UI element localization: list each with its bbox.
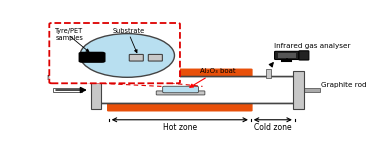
FancyBboxPatch shape (156, 91, 205, 95)
Bar (266, 69, 271, 78)
FancyBboxPatch shape (129, 54, 143, 61)
Bar (53, 89, 82, 92)
FancyBboxPatch shape (79, 52, 105, 63)
Text: N₂ gas inlet: N₂ gas inlet (47, 75, 89, 81)
Bar (293, 71, 304, 109)
FancyBboxPatch shape (274, 51, 299, 59)
Bar (304, 88, 320, 92)
FancyBboxPatch shape (107, 69, 253, 79)
Text: Cold zone: Cold zone (254, 123, 292, 132)
FancyBboxPatch shape (148, 54, 163, 61)
FancyBboxPatch shape (163, 86, 198, 93)
Text: Graphite rod: Graphite rod (321, 82, 367, 88)
Bar (91, 71, 101, 109)
FancyBboxPatch shape (299, 51, 309, 60)
Text: Al₂O₃ boat: Al₂O₃ boat (190, 68, 235, 87)
Text: Infrared gas analyser: Infrared gas analyser (274, 43, 351, 49)
FancyBboxPatch shape (107, 101, 253, 112)
FancyBboxPatch shape (99, 77, 296, 103)
Text: Tyre/PET
samples: Tyre/PET samples (55, 28, 84, 41)
Bar (277, 53, 296, 58)
Text: Hot zone: Hot zone (163, 123, 197, 132)
FancyBboxPatch shape (49, 23, 180, 83)
Ellipse shape (80, 34, 175, 77)
Text: Substrate: Substrate (113, 28, 145, 34)
